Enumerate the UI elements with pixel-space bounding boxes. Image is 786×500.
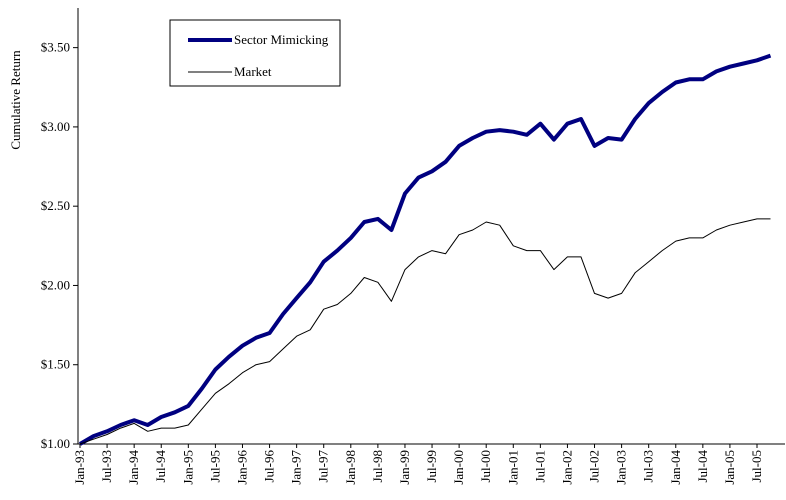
- x-tick-label: Jan-01: [505, 450, 520, 485]
- x-tick-label: Jul-98: [370, 450, 385, 483]
- legend-label: Market: [234, 64, 272, 79]
- y-axis-label: Cumulative Return: [8, 50, 23, 150]
- x-tick-label: Jul-97: [316, 450, 331, 483]
- x-tick-label: Jan-96: [234, 450, 249, 485]
- x-tick-label: Jan-00: [451, 450, 466, 485]
- x-tick-label: Jul-96: [262, 450, 277, 483]
- x-tick-label: Jan-97: [289, 450, 304, 485]
- x-tick-label: Jan-03: [614, 450, 629, 485]
- x-tick-label: Jul-04: [695, 450, 710, 483]
- x-tick-label: Jan-99: [397, 450, 412, 485]
- x-tick-label: Jul-99: [424, 450, 439, 483]
- y-tick-label: $3.50: [41, 40, 70, 55]
- x-tick-label: Jan-02: [559, 450, 574, 485]
- y-tick-label: $1.00: [41, 436, 70, 451]
- x-tick-label: Jan-05: [722, 450, 737, 485]
- x-tick-label: Jul-02: [587, 450, 602, 483]
- series-line: [78, 53, 772, 446]
- x-tick-label: Jan-04: [668, 450, 683, 485]
- y-tick-label: $1.50: [41, 357, 70, 372]
- x-tick-label: Jul-05: [749, 450, 764, 483]
- x-tick-label: Jan-93: [72, 450, 87, 485]
- x-tick-label: Jul-03: [641, 450, 656, 483]
- y-tick-label: $2.00: [41, 277, 70, 292]
- x-tick-label: Jul-94: [153, 450, 168, 483]
- x-tick-label: Jul-95: [207, 450, 222, 483]
- legend-label: Sector Mimicking: [234, 32, 329, 47]
- x-tick-label: Jul-93: [99, 450, 114, 483]
- legend-box: [169, 19, 341, 87]
- x-tick-label: Jan-98: [343, 450, 358, 485]
- x-tick-label: Jan-94: [126, 450, 141, 485]
- y-tick-label: $3.00: [41, 119, 70, 134]
- x-tick-label: Jul-00: [478, 450, 493, 483]
- y-tick-label: $2.50: [41, 198, 70, 213]
- series-line: [79, 218, 771, 445]
- x-tick-label: Jul-01: [532, 450, 547, 483]
- x-tick-label: Jan-95: [180, 450, 195, 485]
